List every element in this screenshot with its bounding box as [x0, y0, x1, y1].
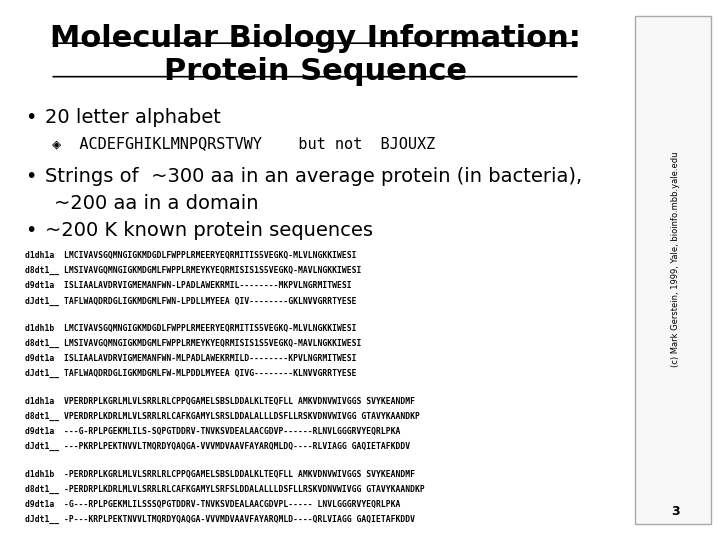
Text: •: • — [25, 108, 37, 127]
Text: Protein Sequence: Protein Sequence — [163, 57, 467, 86]
Text: Molecular Biology Information:: Molecular Biology Information: — [50, 24, 580, 53]
FancyBboxPatch shape — [634, 16, 711, 524]
Text: d9dt1a  ISLIAALAVDRVIGMEMANFWN-LPADLAWEKRMIL--------MKPVLNGRMITWESI: d9dt1a ISLIAALAVDRVIGMEMANFWN-LPADLAWEKR… — [25, 281, 352, 291]
Text: d8dt1__ LMSIVAVGQMNGIGKMDGMLFWPPLRMEYKYEQRMISIS1S5VEGKQ-MAVLNGKKIWESI: d8dt1__ LMSIVAVGQMNGIGKMDGMLFWPPLRMEYKYE… — [25, 339, 361, 348]
Text: •: • — [25, 221, 37, 240]
Text: d9dt1a  -G---RPLPGEKMLILSSSQPGTDDRV-TNVKSVDEALAACGDVPL----- LNVLGGGRVYEQRLPKA: d9dt1a -G---RPLPGEKMLILSSSQPGTDDRV-TNVKS… — [25, 500, 400, 509]
Text: (c) Mark Gerstein, 1999, Yale, bioinfo.mbb.yale.edu: (c) Mark Gerstein, 1999, Yale, bioinfo.m… — [670, 151, 680, 367]
Text: dJdt1__ -P---KRPLPEKTNVVLTMQRDYQAQGA-VVVMDVAAVFAYARQMLD----QRLVIAGG GAQIETAFKDDV: dJdt1__ -P---KRPLPEKTNVVLTMQRDYQAQGA-VVV… — [25, 515, 415, 524]
Text: d1dh1b  LMCIVAVSGQMNGIGKMDGDLFWPPLRMEERYEQRMITIS5VEGKQ-MLVLNGKKIWESI: d1dh1b LMCIVAVSGQMNGIGKMDGDLFWPPLRMEERYE… — [25, 324, 356, 333]
Text: ~200 K known protein sequences: ~200 K known protein sequences — [45, 221, 374, 240]
Text: dJdt1__ TAFLWAQDRDGLIGKMDGMLFWN-LPDLLMYEEA QIV--------GKLNVVGRRTYESE: dJdt1__ TAFLWAQDRDGLIGKMDGMLFWN-LPDLLMYE… — [25, 296, 356, 306]
Text: d1dh1a  LMCIVAVSGQMNGIGKMDGDLFWPPLRMEERYEQRMITIS5VEGKQ-MLVLNGKKIWESI: d1dh1a LMCIVAVSGQMNGIGKMDGDLFWPPLRMEERYE… — [25, 251, 356, 260]
Text: ◈  ACDEFGHIKLMNPQRSTVWY    but not  BJOUXZ: ◈ ACDEFGHIKLMNPQRSTVWY but not BJOUXZ — [52, 136, 435, 151]
Text: d9dt1a  ISLIAALAVDRVIGMEMANFWN-MLPADLAWEKRMILD--------KPVLNGRMITWESI: d9dt1a ISLIAALAVDRVIGMEMANFWN-MLPADLAWEK… — [25, 354, 356, 363]
Text: d1dh1a  VPERDRPLKGRLMLVLSRRLRLCPPQGAMELSBSLDDALKLTEQFLL AMKVDNVWIVGGS SVYKEANDMF: d1dh1a VPERDRPLKGRLMLVLSRRLRLCPPQGAMELSB… — [25, 397, 415, 406]
Text: •: • — [25, 167, 37, 186]
Text: d9dt1a  ---G-RPLPGEKMLILS-SQPGTDDRV-TNVKSVDEALAACGDVP------RLNVLGGGRVYEQRLPKA: d9dt1a ---G-RPLPGEKMLILS-SQPGTDDRV-TNVKS… — [25, 427, 400, 436]
Text: d8dt1__ LMSIVAVGQMNGIGKMDGMLFWPPLRMEYKYEQRMISIS1S5VEGKQ-MAVLNGKKIWESI: d8dt1__ LMSIVAVGQMNGIGKMDGMLFWPPLRMEYKYE… — [25, 266, 361, 275]
Text: 20 letter alphabet: 20 letter alphabet — [45, 108, 221, 127]
Text: dJdt1__ TAFLWAQDRDGLIGKMDGMLFW-MLPDDLMYEEA QIVG--------KLNVVGRRTYESE: dJdt1__ TAFLWAQDRDGLIGKMDGMLFW-MLPDDLMYE… — [25, 369, 356, 379]
Text: 3: 3 — [671, 505, 679, 518]
Text: d1dh1b  -PERDRPLKGRLMLVLSRRLRLCPPQGAMELSBSLDDALKLTEQFLL AMKVDNVWIVGGS SVYKEANDMF: d1dh1b -PERDRPLKGRLMLVLSRRLRLCPPQGAMELSB… — [25, 470, 415, 479]
Text: d8dt1__ VPERDRPLKDRLMLVLSRRLRLCAFKGAMYLSRSLDDALALLLDSFLLRSKVDNVWIVGG GTAVYKAANDK: d8dt1__ VPERDRPLKDRLMLVLSRRLRLCAFKGAMYLS… — [25, 412, 420, 421]
Text: d8dt1__ -PERDRPLKDRLMLVLSRRLRLCAFKGAMYLSRFSLDDALALLLDSFLLRSKVDNVWIVGG GTAVYKAAND: d8dt1__ -PERDRPLKDRLMLVLSRRLRLCAFKGAMYLS… — [25, 485, 425, 494]
Text: ~200 aa in a domain: ~200 aa in a domain — [53, 194, 258, 213]
Text: dJdt1__ ---PKRPLPEKTNVVLTMQRDYQAQGA-VVVMDVAAVFAYARQMLDQ----RLVIAGG GAQIETAFKDDV: dJdt1__ ---PKRPLPEKTNVVLTMQRDYQAQGA-VVVM… — [25, 442, 410, 451]
Text: Strings of  ~300 aa in an average protein (in bacteria),: Strings of ~300 aa in an average protein… — [45, 167, 582, 186]
